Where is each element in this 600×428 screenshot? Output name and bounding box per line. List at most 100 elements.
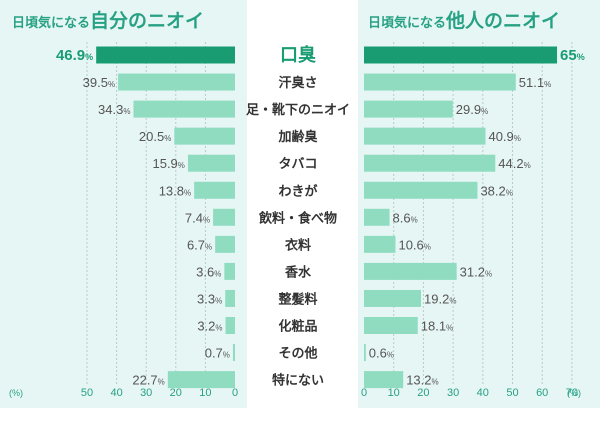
left-gridlines: [86, 42, 206, 384]
category-label: その他: [278, 346, 317, 361]
left-axis-unit: (%): [9, 388, 23, 398]
left-value-label: 6.7%: [187, 237, 212, 252]
category-label: 加齢臭: [277, 129, 317, 144]
right-tick-label: 20: [417, 387, 429, 399]
right-value-label: 31.2%: [460, 264, 492, 279]
right-tick-label: 60: [536, 387, 548, 399]
right-axis-ticks: 0 10 20 30 40 50 60 70: [361, 387, 578, 399]
left-chart-title: 日頃気になる自分のニオイ: [12, 9, 204, 32]
category-label: タバコ: [278, 156, 317, 171]
category-labels: 口臭汗臭さ足・靴下のニオイ加齢臭タバコわきが飲料・食べ物衣料香水整髪料化粧品その…: [246, 44, 350, 388]
right-tick-label: 30: [447, 387, 459, 399]
left-value-label: 39.5%: [83, 75, 115, 90]
left-tick-label: 50: [81, 387, 93, 399]
right-value-label: 40.9%: [488, 129, 520, 144]
right-bar: [364, 127, 486, 145]
right-value-label: 29.9%: [456, 102, 488, 117]
right-value-label: 10.6%: [398, 237, 430, 252]
left-bar: [232, 344, 235, 362]
right-value-unit: %: [506, 188, 513, 197]
category-label: 足・靴下のニオイ: [246, 102, 350, 117]
category-label: 衣料: [285, 237, 311, 252]
right-value-number: 40.9: [488, 129, 513, 144]
category-label: 口臭: [280, 44, 316, 65]
right-bar: [364, 154, 496, 172]
left-value-label: 3.2%: [197, 319, 222, 334]
left-value-number: 6.7: [187, 237, 205, 252]
right-value-unit: %: [544, 80, 551, 89]
left-value-label: 34.3%: [98, 102, 130, 117]
left-value-label: 46.9%: [56, 47, 93, 64]
left-value-label: 0.7%: [205, 346, 230, 361]
left-value-unit: %: [184, 188, 191, 197]
right-title-main: 他人のニオイ: [445, 9, 560, 32]
right-value-label: 8.6%: [393, 210, 418, 225]
right-value-number: 65: [560, 47, 577, 64]
left-value-label: 22.7%: [132, 373, 164, 388]
right-value-number: 13.2: [406, 373, 431, 388]
left-bar: [167, 371, 235, 389]
left-value-unit: %: [215, 324, 222, 333]
left-value-number: 20.5: [139, 129, 164, 144]
right-value-number: 18.1: [421, 319, 446, 334]
right-value-label: 0.6%: [369, 346, 394, 361]
left-value-unit: %: [203, 215, 210, 224]
left-value-number: 15.9: [152, 156, 177, 171]
right-tick-label: 70: [566, 387, 578, 399]
right-chart-title: 日頃気になる他人のニオイ: [368, 9, 560, 32]
left-value-label: 15.9%: [152, 156, 184, 171]
right-value-label: 65%: [560, 47, 585, 64]
category-label: 整髪料: [277, 291, 317, 306]
right-value-unit: %: [577, 52, 585, 62]
left-value-label: 3.6%: [196, 264, 221, 279]
right-bar: [364, 208, 390, 226]
left-bar: [133, 100, 235, 118]
right-bar: [364, 344, 366, 362]
right-value-unit: %: [446, 324, 453, 333]
left-bars: [96, 46, 236, 389]
left-tick-label: 0: [232, 387, 238, 399]
right-value-number: 31.2: [460, 264, 485, 279]
left-value-unit: %: [108, 80, 115, 89]
category-label: 飲料・食べ物: [258, 210, 337, 225]
right-bar: [364, 262, 457, 280]
right-bar: [364, 235, 396, 253]
category-label: わきが: [278, 183, 317, 198]
left-value-number: 13.8: [159, 183, 184, 198]
left-value-number: 34.3: [98, 102, 123, 117]
category-label: 汗臭さ: [278, 75, 317, 90]
right-value-unit: %: [481, 107, 488, 116]
right-value-unit: %: [387, 351, 394, 360]
right-value-label: 18.1%: [421, 319, 453, 334]
left-value-unit: %: [123, 107, 130, 116]
right-value-number: 44.2: [498, 156, 523, 171]
left-value-unit: %: [215, 296, 222, 305]
left-value-unit: %: [214, 269, 221, 278]
right-value-number: 8.6: [393, 210, 411, 225]
left-bar: [225, 317, 235, 334]
category-label: 特にない: [272, 373, 324, 388]
right-bar: [364, 289, 422, 307]
left-value-unit: %: [164, 134, 171, 143]
left-tick-label: 40: [110, 387, 122, 399]
right-value-number: 51.1: [519, 75, 544, 90]
left-title-main: 自分のニオイ: [90, 9, 204, 32]
right-value-unit: %: [514, 134, 521, 143]
left-bar: [96, 46, 236, 64]
right-tick-label: 50: [506, 387, 518, 399]
right-tick-label: 0: [361, 387, 367, 399]
right-value-unit: %: [432, 378, 439, 387]
right-bar: [364, 371, 404, 389]
right-bar: [364, 46, 558, 64]
left-value-unit: %: [223, 351, 230, 360]
right-bars: [364, 46, 558, 389]
right-value-number: 38.2: [480, 183, 505, 198]
left-bar: [174, 127, 235, 145]
left-value-number: 3.6: [196, 264, 214, 279]
left-axis-ticks: 50 40 30 20 10 0: [81, 387, 238, 399]
right-tick-label: 10: [388, 387, 400, 399]
left-value-unit: %: [205, 242, 212, 251]
left-value-label: 20.5%: [139, 129, 171, 144]
right-value-number: 29.9: [456, 102, 481, 117]
